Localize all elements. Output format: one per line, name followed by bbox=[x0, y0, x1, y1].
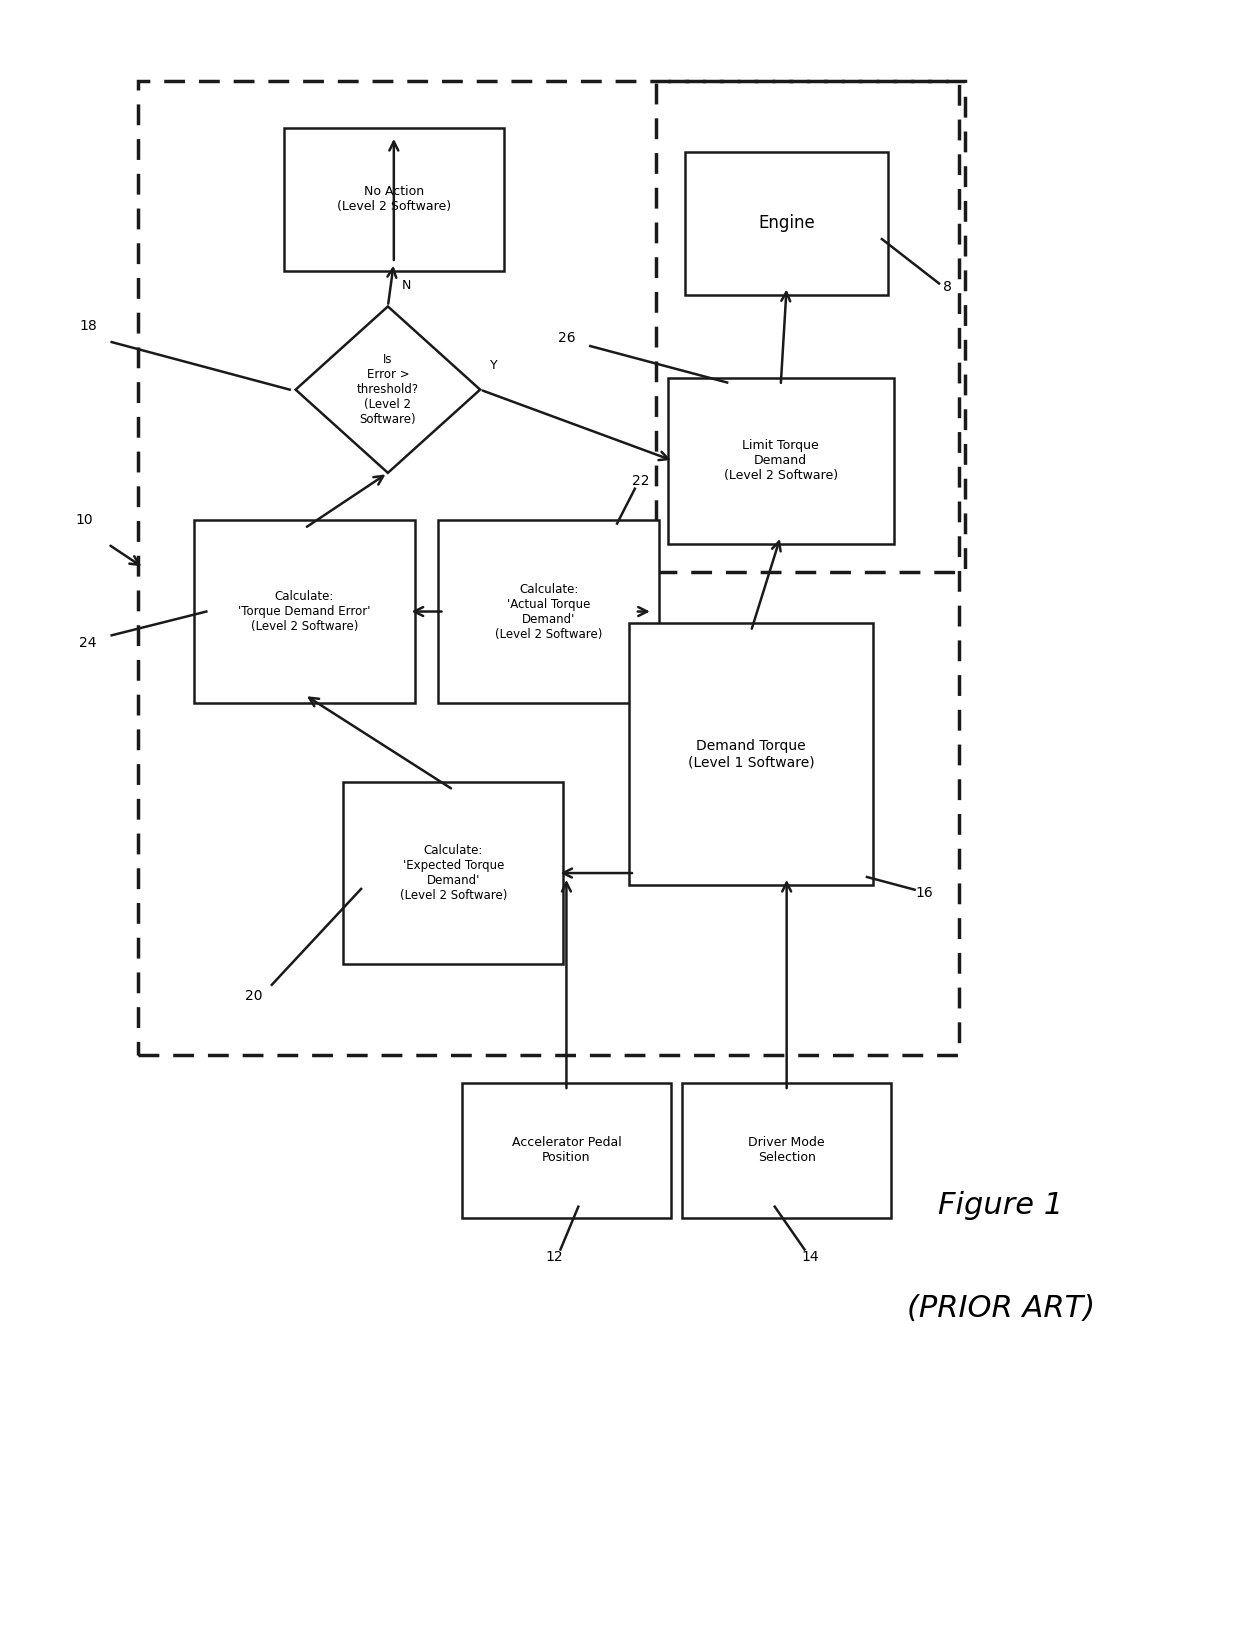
Text: Engine: Engine bbox=[759, 215, 815, 233]
Bar bbox=[656, 81, 965, 571]
FancyBboxPatch shape bbox=[439, 520, 658, 703]
Text: No Action
(Level 2 Software): No Action (Level 2 Software) bbox=[337, 185, 451, 213]
Text: 18: 18 bbox=[79, 319, 97, 334]
Text: Calculate:
'Expected Torque
Demand'
(Level 2 Software): Calculate: 'Expected Torque Demand' (Lev… bbox=[399, 844, 507, 901]
Text: Y: Y bbox=[490, 360, 497, 373]
Text: 10: 10 bbox=[76, 513, 93, 527]
Text: Accelerator Pedal
Position: Accelerator Pedal Position bbox=[512, 1136, 621, 1164]
Text: 22: 22 bbox=[632, 474, 650, 487]
Bar bbox=[138, 81, 960, 1055]
Text: Calculate:
'Actual Torque
Demand'
(Level 2 Software): Calculate: 'Actual Torque Demand' (Level… bbox=[495, 583, 603, 641]
FancyBboxPatch shape bbox=[686, 152, 888, 294]
FancyBboxPatch shape bbox=[195, 520, 414, 703]
FancyBboxPatch shape bbox=[343, 783, 563, 964]
Text: Is
Error >
threshold?
(Level 2
Software): Is Error > threshold? (Level 2 Software) bbox=[357, 353, 419, 426]
FancyBboxPatch shape bbox=[463, 1083, 671, 1218]
Text: 16: 16 bbox=[915, 887, 932, 900]
Text: Figure 1: Figure 1 bbox=[939, 1192, 1064, 1220]
Text: 26: 26 bbox=[558, 332, 575, 345]
Text: 20: 20 bbox=[246, 989, 263, 1002]
FancyBboxPatch shape bbox=[682, 1083, 890, 1218]
Text: N: N bbox=[402, 279, 412, 292]
FancyBboxPatch shape bbox=[284, 129, 503, 271]
Text: 8: 8 bbox=[942, 279, 952, 294]
Text: 14: 14 bbox=[801, 1250, 820, 1265]
FancyBboxPatch shape bbox=[667, 378, 894, 545]
Polygon shape bbox=[295, 307, 480, 472]
Text: Demand Torque
(Level 1 Software): Demand Torque (Level 1 Software) bbox=[688, 740, 815, 769]
Text: 12: 12 bbox=[546, 1250, 563, 1265]
Text: Limit Torque
Demand
(Level 2 Software): Limit Torque Demand (Level 2 Software) bbox=[724, 439, 838, 482]
Text: 24: 24 bbox=[79, 636, 97, 650]
Text: Calculate:
'Torque Demand Error'
(Level 2 Software): Calculate: 'Torque Demand Error' (Level … bbox=[238, 589, 371, 632]
FancyBboxPatch shape bbox=[629, 624, 873, 885]
Text: Driver Mode
Selection: Driver Mode Selection bbox=[749, 1136, 825, 1164]
Text: (PRIOR ART): (PRIOR ART) bbox=[906, 1294, 1095, 1324]
